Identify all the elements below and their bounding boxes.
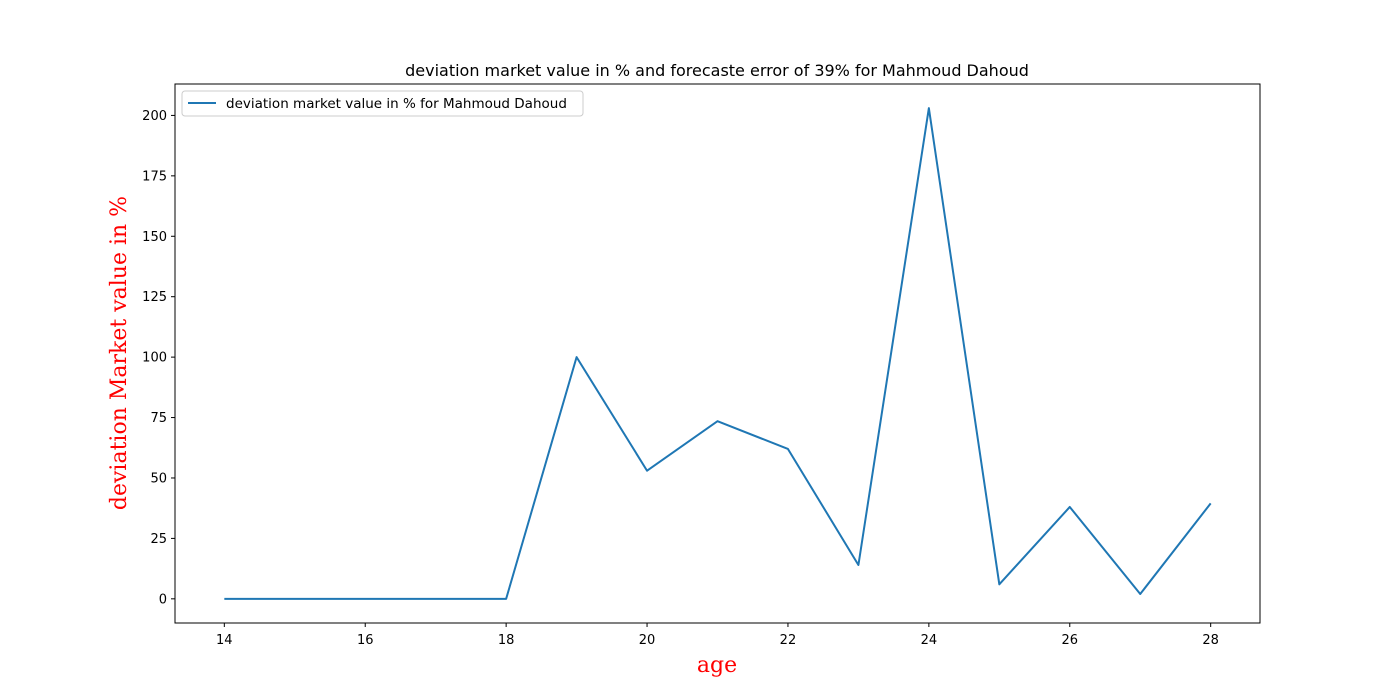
- legend-label: deviation market value in % for Mahmoud …: [226, 96, 567, 112]
- series-line: [224, 107, 1212, 600]
- y-tick-label: 150: [142, 230, 167, 245]
- chart-title: deviation market value in % and forecast…: [405, 61, 1029, 80]
- legend: deviation market value in % for Mahmoud …: [181, 90, 584, 117]
- y-tick-label: 100: [142, 351, 167, 366]
- y-tick-label: 175: [142, 169, 167, 184]
- x-tick-label: 28: [1202, 633, 1219, 648]
- y-tick-label: 25: [150, 532, 167, 547]
- y-axis-ticks: 0 25 50 75 100 125 150 175 200: [142, 109, 175, 607]
- x-tick-label: 14: [216, 633, 233, 648]
- y-axis-label: deviation Market value in %: [107, 196, 132, 510]
- x-tick-label: 22: [780, 633, 797, 648]
- x-tick-label: 26: [1061, 633, 1078, 648]
- y-tick-label: 200: [142, 109, 167, 124]
- series-layer: [224, 107, 1212, 600]
- y-tick-label: 50: [150, 471, 167, 486]
- plot-area-frame: [174, 83, 1261, 624]
- x-tick-label: 24: [921, 633, 938, 648]
- y-tick-label: 0: [159, 592, 167, 607]
- y-tick-label: 125: [142, 290, 167, 305]
- legend-box: [181, 90, 584, 117]
- x-tick-label: 18: [498, 633, 515, 648]
- x-tick-label: 20: [639, 633, 656, 648]
- y-tick-label: 75: [150, 411, 167, 426]
- x-axis-label: age: [697, 653, 737, 678]
- x-axis-ticks: 14 16 18 20 22 24 26 28: [216, 623, 1219, 648]
- x-tick-label: 16: [357, 633, 374, 648]
